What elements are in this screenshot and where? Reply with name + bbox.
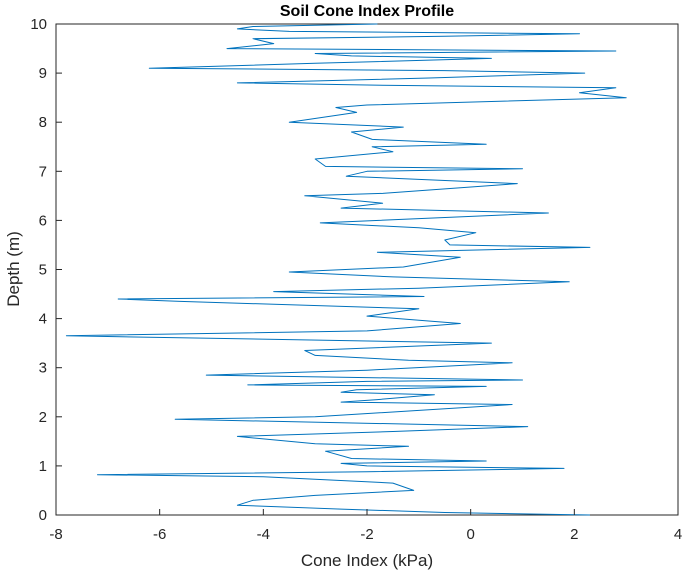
y-tick-label: 3 bbox=[39, 360, 47, 377]
y-tick-label: 6 bbox=[39, 212, 47, 229]
y-axis-label: Depth (m) bbox=[4, 231, 23, 307]
x-tick-label: -2 bbox=[360, 526, 373, 543]
y-tick-label: 1 bbox=[39, 458, 47, 475]
x-tick-label: 4 bbox=[674, 526, 682, 543]
y-tick-label: 2 bbox=[39, 409, 47, 426]
chart-title: Soil Cone Index Profile bbox=[280, 3, 454, 20]
x-tick-label: 0 bbox=[466, 526, 474, 543]
line-layer bbox=[65, 23, 627, 516]
x-tick-label: -4 bbox=[257, 526, 270, 543]
tick-layer: -8 -6 -4 -2 0 2 4 0 1 2 3 4 5 6 7 8 9 10 bbox=[30, 16, 682, 543]
y-tick-label: 8 bbox=[39, 114, 47, 131]
plot-area bbox=[55, 23, 679, 516]
y-tick-label: 9 bbox=[39, 65, 47, 82]
x-axis-label: Cone Index (kPa) bbox=[301, 551, 433, 570]
x-tick-label: -6 bbox=[153, 526, 166, 543]
y-tick-label: 7 bbox=[39, 163, 47, 180]
y-tick-label: 10 bbox=[30, 16, 47, 33]
x-tick-label: -8 bbox=[49, 526, 62, 543]
y-tick-label: 4 bbox=[39, 311, 47, 328]
x-tick-label: 2 bbox=[570, 526, 578, 543]
y-tick-label: 5 bbox=[39, 262, 47, 279]
series-line-0 bbox=[65, 23, 627, 516]
y-tick-label: 0 bbox=[39, 507, 47, 524]
